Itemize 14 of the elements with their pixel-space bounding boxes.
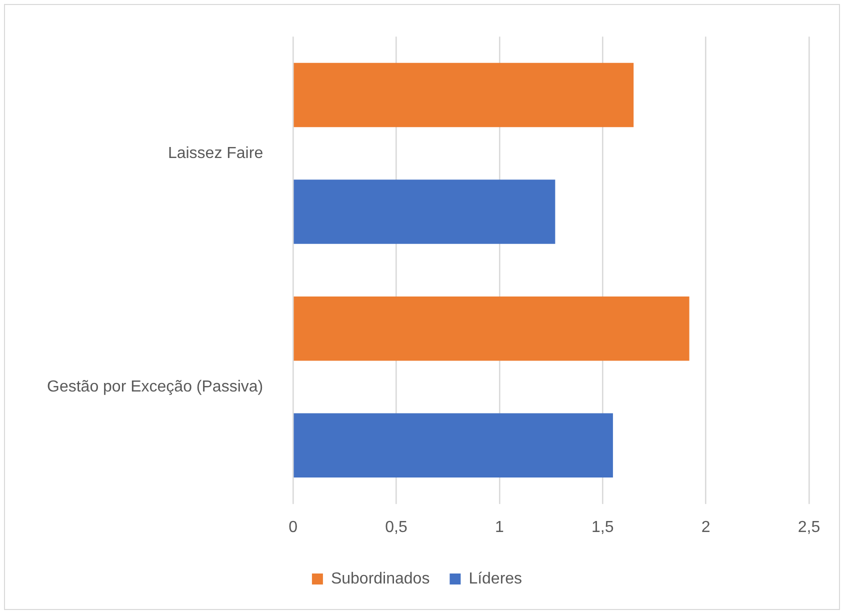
legend-label: Líderes — [468, 570, 522, 588]
legend-label: Subordinados — [330, 570, 430, 588]
bar — [294, 296, 690, 361]
x-tick-label: 1 — [495, 518, 504, 536]
y-tick-label: Laissez Faire — [168, 144, 264, 162]
x-tick-label: 2 — [701, 518, 710, 536]
x-tick-label: 1,5 — [592, 518, 614, 536]
y-tick-label: Gestão por Exceção (Passiva) — [47, 378, 264, 396]
bar — [294, 180, 556, 244]
x-tick-label: 0 — [288, 518, 298, 536]
bar — [294, 413, 613, 478]
x-tick-label: 0,5 — [385, 518, 408, 536]
bar — [294, 62, 634, 128]
x-tick-label: 2,5 — [798, 518, 820, 536]
